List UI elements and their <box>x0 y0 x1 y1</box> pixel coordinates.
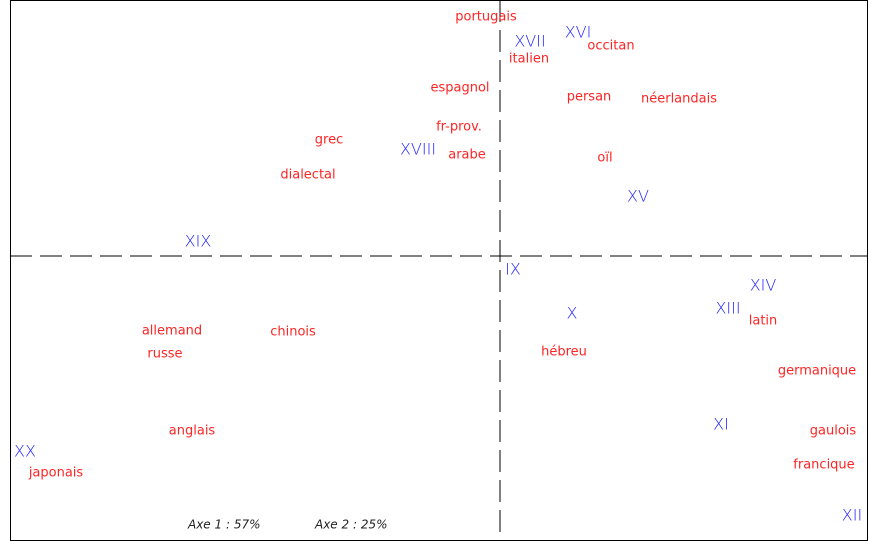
point-label: japonais <box>28 466 84 481</box>
point-label: allemand <box>142 324 202 339</box>
point-label: italien <box>509 52 549 67</box>
frame <box>10 0 868 541</box>
point-label: oïl <box>597 151 612 166</box>
point-label: XI <box>713 415 729 434</box>
point-label: XVIII <box>400 140 436 159</box>
point-label: XV <box>627 187 649 206</box>
point-label: IX <box>505 260 521 279</box>
point-label: occitan <box>587 39 634 54</box>
annotation: Axe 2 : 25% <box>314 518 388 532</box>
point-label: XIII <box>715 299 740 318</box>
point-label: chinois <box>270 325 316 340</box>
point-label: portugais <box>455 10 517 25</box>
point-label: XIX <box>185 232 212 251</box>
point-label: X <box>567 304 578 323</box>
point-label: néerlandais <box>641 92 717 107</box>
point-label: francique <box>793 458 854 473</box>
point-label: XII <box>842 506 862 525</box>
point-label: anglais <box>169 424 216 439</box>
point-label: fr-prov. <box>436 120 482 135</box>
point-label: XX <box>14 442 36 461</box>
point-label: persan <box>567 90 612 105</box>
point-label: hébreu <box>541 345 587 360</box>
point-label: XVI <box>565 23 592 42</box>
point-label: arabe <box>448 148 486 163</box>
point-label: grec <box>315 133 343 148</box>
annotation: Axe 1 : 57% <box>187 518 261 532</box>
point-label: latin <box>749 314 778 329</box>
point-label: dialectal <box>280 168 335 183</box>
point-label: XVII <box>514 32 545 51</box>
point-label: germanique <box>778 364 856 379</box>
point-label: gaulois <box>810 424 857 439</box>
point-label: russe <box>147 347 182 362</box>
point-label: XIV <box>750 276 777 295</box>
point-label: espagnol <box>430 81 489 96</box>
